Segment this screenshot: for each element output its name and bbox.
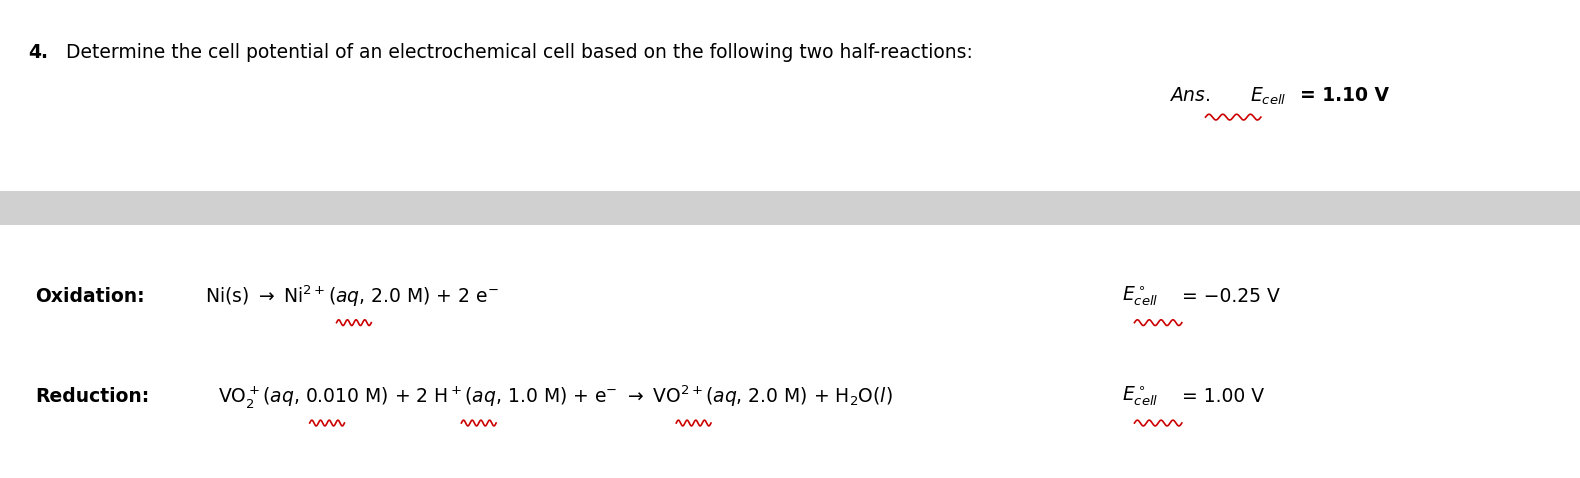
Text: = 1.10 V: = 1.10 V xyxy=(1300,86,1389,105)
Text: $E^\circ_{\mathit{cell}}$: $E^\circ_{\mathit{cell}}$ xyxy=(1122,385,1158,409)
Text: Reduction:: Reduction: xyxy=(35,387,149,406)
Text: Oxidation:: Oxidation: xyxy=(35,287,144,306)
Text: 4.: 4. xyxy=(28,43,49,62)
Text: VO$_2^+$($\mathit{aq}$, 0.010 M) + 2 H$^+$($\mathit{aq}$, 1.0 M) + e$^{-}$ $\rig: VO$_2^+$($\mathit{aq}$, 0.010 M) + 2 H$^… xyxy=(218,383,893,410)
Text: = 1.00 V: = 1.00 V xyxy=(1182,387,1264,406)
Text: Determine the cell potential of an electrochemical cell based on the following t: Determine the cell potential of an elect… xyxy=(66,43,973,62)
Text: $E^\circ_{\mathit{cell}}$: $E^\circ_{\mathit{cell}}$ xyxy=(1122,284,1158,308)
FancyBboxPatch shape xyxy=(0,191,1580,225)
Text: $\it{Ans.}$: $\it{Ans.}$ xyxy=(1169,86,1210,105)
Text: $E_{\mathit{cell}}$: $E_{\mathit{cell}}$ xyxy=(1250,86,1286,108)
Text: = −0.25 V: = −0.25 V xyxy=(1182,287,1280,306)
Text: Ni(s) $\rightarrow$ Ni$^{2+}$($\mathit{aq}$, 2.0 M) + 2 e$^{-}$: Ni(s) $\rightarrow$ Ni$^{2+}$($\mathit{a… xyxy=(205,283,499,309)
